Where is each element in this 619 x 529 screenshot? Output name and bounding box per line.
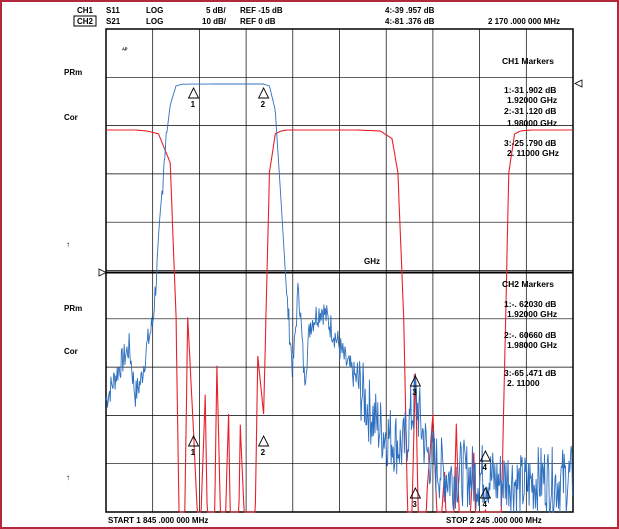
ch2-marker-table: CH2 Markers 1:-. 62030 dB 1.92000 GHz 2:… [502,279,557,388]
side-labels: ᴬᴾ PRm Cor ↑ PRm Cor ↑ [64,46,128,482]
marker4-freq: 2 170 .000 000 MHz [488,17,560,26]
cor-bottom: Cor [64,347,78,356]
ch2-active-box [73,15,97,27]
ch2-label: CH2 [77,17,94,26]
marker4-ch2: 4:-81 .376 dB [385,17,435,26]
ch2-marker-2-icon [257,434,270,447]
ch2-m1-value: 1:-. 62030 dB [504,299,556,309]
trace-s11 [106,129,573,513]
ch1-m2-value: 2:-31 .120 dB [504,106,556,116]
ch2-marker-3-icon [409,374,422,387]
ch2-marker-2-label: 2 [261,448,266,457]
markers: 1 2 1 2 3 3 4 4 [187,86,492,509]
ch2-markers-title: CH2 Markers [502,279,554,289]
ch2-m1-freq: 1.92000 GHz [507,309,557,319]
ch1-marker-table: CH1 Markers 1:-31 .902 dB 1.92000 GHz 2:… [502,56,559,158]
ch1-marker-1-label: 1 [191,100,196,109]
ref-position-right-icon [574,79,583,88]
ch1-marker-1-icon [187,86,200,99]
ch2-m3-value: 3:-65 .471 dB [504,368,556,378]
ch2-format: LOG [146,17,163,26]
center-unit-label: GHz [364,257,380,266]
ch2-marker-1-label: 1 [191,448,196,457]
ch1-m3-value: 3:-25 .790 dB [504,138,556,148]
ch1-m1-freq: 1.92000 GHz [507,95,557,105]
graticule [106,29,573,512]
stop-frequency: STOP 2 245 .000 000 MHz [446,516,542,525]
ch1-marker-2-icon [257,86,270,99]
ch2-marker-4-icon [479,449,492,462]
cor-top: Cor [64,113,78,122]
ch1-marker-4-label: 4 [482,500,487,509]
prm-top: PRm [64,68,82,77]
ch1-m3-freq: 2. 11000 GHz [507,148,559,158]
ch1-format: LOG [146,6,163,15]
ch2-marker-1-icon [187,434,200,447]
ch1-markers-title: CH1 Markers [502,56,554,66]
ref-position-left-icon [98,268,107,277]
ch2-marker-3-label: 3 [412,388,417,397]
ch1-marker-2-label: 2 [261,100,266,109]
ch1-m2-freq: 1.98000 GHz [507,118,557,128]
prm-bottom: PRm [64,304,82,313]
ch2-m3-freq: 2. 11000 [507,378,540,388]
trace-s21 [105,83,573,513]
ch1-marker-3-icon [409,486,422,499]
ch2-scale: 10 dB/ [202,17,227,26]
traces [105,83,573,513]
header: CH1 CH2 S11 S21 LOG LOG 5 dB/ 10 dB/ REF… [73,6,560,27]
marker4-ch1: 4:-39 .957 dB [385,6,435,15]
ch2-m2-freq: 1.98000 GHz [507,340,557,350]
ch2-m2-value: 2:-. 60660 dB [504,330,556,340]
ch2-ref: REF 0 dB [240,17,276,26]
ch2-param: S21 [106,17,121,26]
arrow-bottom: ↑ [66,473,70,482]
ch1-param: S11 [106,6,120,15]
ch1-m1-value: 1:-31 .902 dB [504,85,556,95]
ch1-marker-3-label: 3 [412,500,417,509]
ch2-marker-4-label: 4 [482,463,487,472]
ch1-label: CH1 [77,6,94,15]
pa-label: ᴬᴾ [122,46,128,54]
ch1-scale: 5 dB/ [206,6,226,15]
ch1-marker-4-icon [479,486,492,499]
ch1-ref: REF -15 dB [240,6,283,15]
start-frequency: START 1 845 .000 000 MHz [108,516,208,525]
arrow-top: ↑ [66,240,70,249]
